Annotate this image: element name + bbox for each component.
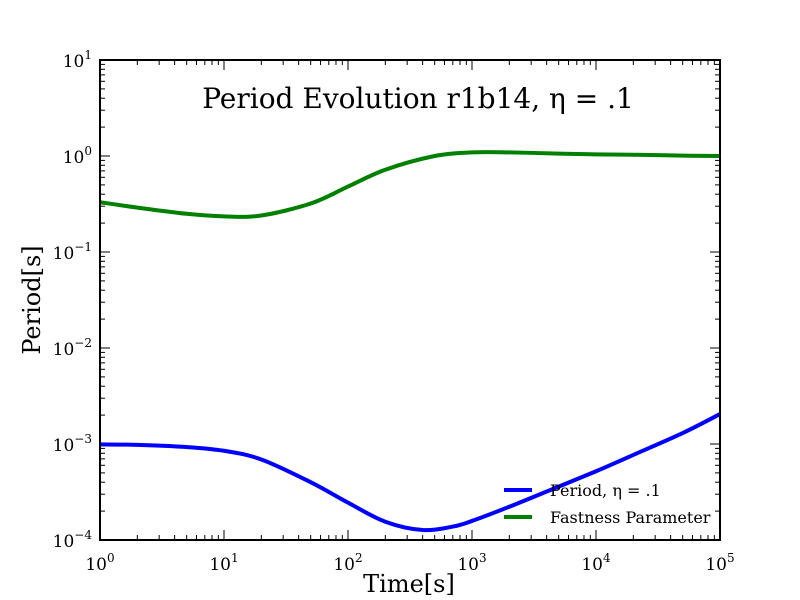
legend-label-period: Period, η = .1 [550, 481, 661, 500]
chart-title: Period Evolution r1b14, η = .1 [202, 82, 634, 115]
legend-label-fastness: Fastness Parameter [550, 508, 711, 527]
x-axis-label: Time[s] [363, 570, 455, 598]
y-tick-labels: 10−4 10−3 10−2 10−1 100 101 [53, 48, 93, 552]
y-tick-label: 10−3 [53, 432, 92, 456]
y-tick-label: 10−4 [53, 528, 93, 552]
y-tick-label: 10−1 [53, 240, 92, 264]
series-lines [99, 150, 721, 533]
x-tick-label: 105 [705, 551, 734, 575]
x-tick-label: 102 [333, 551, 362, 575]
x-tick-label: 100 [85, 551, 114, 575]
y-tick-label: 10−2 [53, 336, 92, 360]
major-ticks [99, 59, 721, 541]
y-axis-label: Period[s] [18, 245, 46, 354]
x-tick-label: 103 [457, 551, 486, 575]
plot-frame [99, 59, 721, 541]
x-tick-label: 101 [209, 551, 238, 575]
legend: Period, η = .1 Fastness Parameter [504, 481, 711, 527]
y-tick-label: 100 [63, 144, 92, 168]
minor-ticks [100, 60, 720, 540]
series-line-fastness [99, 150, 721, 219]
x-tick-label: 104 [581, 551, 611, 575]
x-tick-labels: 100 101 102 103 104 105 [85, 551, 734, 575]
y-tick-label: 101 [63, 48, 92, 72]
series-line-period [99, 412, 721, 533]
